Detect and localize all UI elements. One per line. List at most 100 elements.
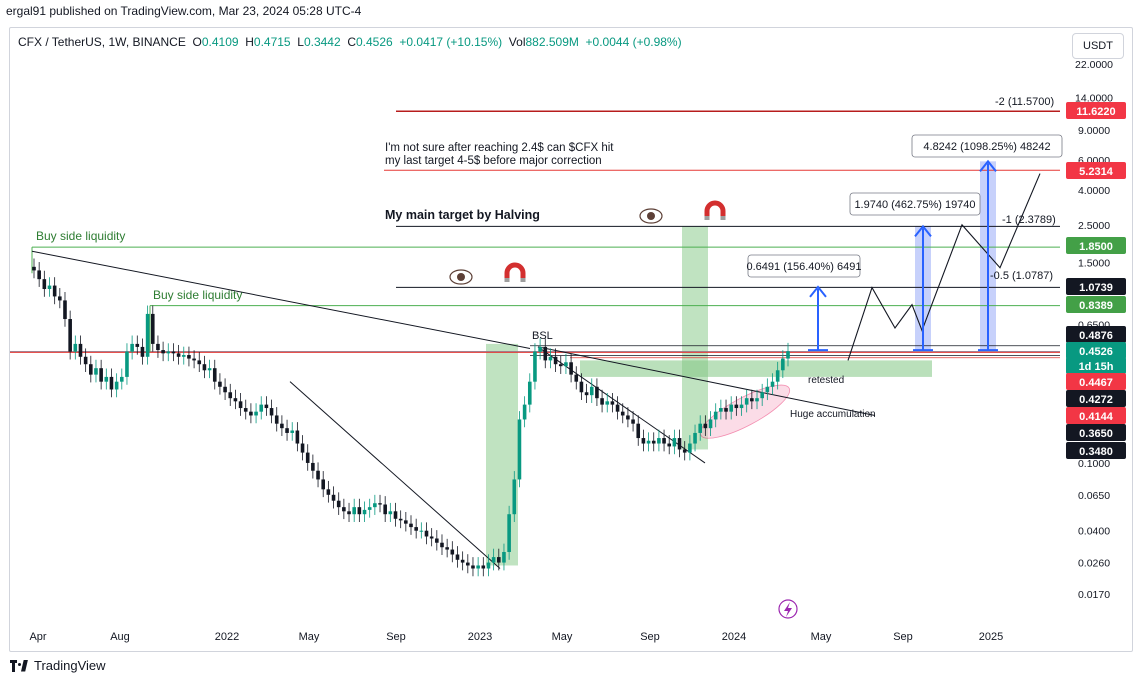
price-tag bbox=[1066, 102, 1126, 119]
price-tag bbox=[1066, 407, 1126, 424]
label-retested: retested bbox=[808, 375, 844, 386]
price-tag-label: 1.0739 bbox=[1079, 282, 1113, 294]
price-tag-label: 0.3650 bbox=[1079, 428, 1113, 440]
price-tag bbox=[1066, 326, 1126, 343]
candle-body bbox=[316, 470, 320, 480]
candle-body bbox=[398, 518, 403, 521]
magnet-icon-tip-l bbox=[504, 278, 510, 282]
candle-body bbox=[68, 319, 72, 352]
candlestick-chart[interactable]: Buy side liquidity Buy side liquidity I'm … bbox=[10, 28, 1132, 651]
publisher-line: ergal91 published on TradingView.com, Ma… bbox=[6, 4, 362, 18]
candle-body bbox=[682, 449, 687, 453]
y-tick-label: 0.0400 bbox=[1078, 526, 1110, 538]
label-bsl: BSL bbox=[532, 330, 553, 342]
candle-body bbox=[145, 313, 150, 357]
candle-body bbox=[347, 511, 351, 515]
candle-body bbox=[708, 419, 713, 429]
candle-body bbox=[300, 443, 305, 453]
price-tag bbox=[1066, 357, 1126, 374]
x-tick-label: May bbox=[299, 631, 320, 643]
candle-body bbox=[595, 386, 599, 399]
candle-body bbox=[553, 356, 558, 365]
candle-body bbox=[274, 415, 279, 424]
candle-body bbox=[703, 423, 708, 429]
high-label: H bbox=[245, 35, 254, 49]
candle-body bbox=[78, 343, 83, 357]
volume-change: +0.0044 (+0.98%) bbox=[585, 35, 682, 49]
x-tick-label: Aug bbox=[110, 631, 130, 643]
arrow-2-head bbox=[914, 224, 932, 237]
candle-body bbox=[502, 551, 506, 563]
x-tick-label: 2022 bbox=[215, 631, 239, 643]
candle-body bbox=[321, 479, 326, 490]
candle-body bbox=[755, 398, 759, 402]
currency-button[interactable]: USDT bbox=[1072, 33, 1124, 59]
candle-body bbox=[631, 419, 635, 424]
volume-label: Vol bbox=[508, 35, 526, 49]
candle-body bbox=[636, 423, 641, 439]
price-tag bbox=[1066, 442, 1126, 459]
candle-body bbox=[584, 392, 589, 396]
label-huge-accumulation: Huge accumulation bbox=[790, 409, 876, 420]
price-tag-label: 0.8389 bbox=[1079, 300, 1113, 312]
candle-body bbox=[269, 408, 274, 416]
candle-body bbox=[760, 392, 764, 399]
candle-body bbox=[522, 404, 527, 420]
candle-body bbox=[305, 452, 310, 463]
candle-body bbox=[512, 479, 517, 515]
x-tick-label: May bbox=[811, 631, 832, 643]
candle-body bbox=[589, 386, 594, 396]
candle-body bbox=[693, 432, 697, 444]
candle-body bbox=[254, 411, 258, 416]
ticker-symbol: CFX / TetherUS, 1W, BINANCE bbox=[18, 35, 186, 49]
candle-body bbox=[99, 368, 103, 382]
price-tag-label: 0.4272 bbox=[1079, 394, 1113, 406]
candle-body bbox=[202, 364, 207, 371]
candle-body bbox=[579, 381, 584, 393]
label-buy-side-1: Buy side liquidity bbox=[36, 229, 125, 243]
price-tag-label: 11.6220 bbox=[1076, 106, 1115, 118]
candle-body bbox=[280, 423, 284, 429]
y-tick-label: 0.1000 bbox=[1078, 458, 1110, 470]
candle-body bbox=[218, 381, 222, 387]
candle-body bbox=[765, 386, 770, 393]
candle-body bbox=[119, 376, 124, 382]
y-tick-label: 2.5000 bbox=[1078, 220, 1110, 232]
candle-body bbox=[109, 376, 114, 390]
label-fib-minus-1: -1 (2.3789) bbox=[1002, 214, 1056, 226]
candles bbox=[32, 258, 790, 577]
candle-body bbox=[688, 443, 692, 453]
candle-body bbox=[130, 343, 134, 352]
annotations: Buy side liquidity Buy side liquidity I'm … bbox=[36, 96, 1063, 619]
candle-body bbox=[615, 404, 620, 412]
measure-label-3-box bbox=[911, 134, 1063, 158]
price-axis: 22.000014.00009.00006.00004.00002.50001.… bbox=[1066, 59, 1126, 601]
candle-body bbox=[150, 313, 155, 344]
candle-body bbox=[724, 408, 728, 412]
candle-body bbox=[140, 346, 145, 357]
measure-label-1: 0.6491 (156.40%) 6491 bbox=[747, 261, 862, 273]
price-tag bbox=[1066, 237, 1126, 254]
magnet-icon bbox=[504, 262, 526, 280]
candle-body bbox=[409, 523, 413, 528]
candle-body bbox=[32, 266, 36, 271]
candle-body bbox=[424, 530, 429, 537]
candle-body bbox=[657, 438, 661, 444]
candle-body bbox=[651, 440, 656, 444]
green-zone-2023-q4 bbox=[682, 226, 708, 450]
magnet-icon-tip-l bbox=[704, 216, 710, 220]
candle-body bbox=[641, 438, 646, 444]
candle-body bbox=[548, 356, 553, 361]
candle-body bbox=[455, 554, 460, 560]
y-tick-label: 4.0000 bbox=[1078, 185, 1110, 197]
x-tick-label: Sep bbox=[893, 631, 913, 643]
candle-body bbox=[538, 346, 542, 352]
candle-body bbox=[228, 392, 233, 399]
candle-body bbox=[543, 346, 548, 361]
candle-body bbox=[744, 398, 749, 405]
open-value: 0.4109 bbox=[201, 35, 239, 49]
candle-body bbox=[404, 520, 408, 524]
chart-frame[interactable]: Buy side liquidity Buy side liquidity I'm … bbox=[9, 27, 1133, 652]
candle-body bbox=[719, 408, 723, 412]
candle-body bbox=[419, 530, 424, 532]
